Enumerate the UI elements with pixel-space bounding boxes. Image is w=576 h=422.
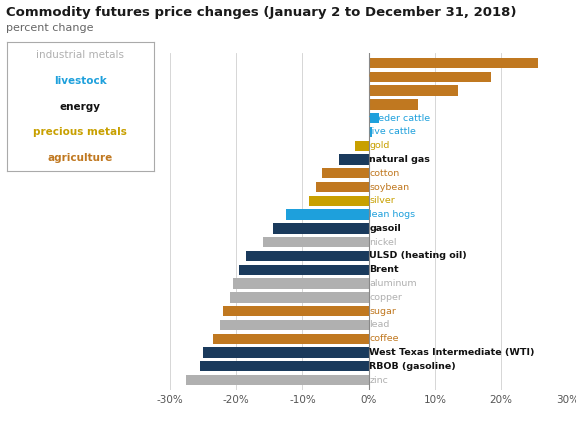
Bar <box>203 347 369 357</box>
Text: gold: gold <box>369 141 390 150</box>
Text: aluminum: aluminum <box>369 279 417 288</box>
Bar <box>339 154 369 165</box>
Text: agriculture: agriculture <box>48 153 113 163</box>
Bar <box>369 72 491 82</box>
Text: lead: lead <box>369 320 390 330</box>
Text: feeder cattle: feeder cattle <box>369 114 430 123</box>
Text: Kansas wheat: Kansas wheat <box>369 86 435 95</box>
Bar <box>263 237 369 247</box>
Bar <box>355 141 369 151</box>
Bar <box>229 292 369 303</box>
Text: nickel: nickel <box>369 238 397 247</box>
Text: industrial metals: industrial metals <box>36 50 124 60</box>
Text: Chicago wheat: Chicago wheat <box>369 72 440 81</box>
Bar <box>369 99 418 110</box>
Text: energy: energy <box>60 102 101 111</box>
Bar <box>272 223 369 234</box>
Text: soybean: soybean <box>369 183 410 192</box>
Text: gasoil: gasoil <box>369 224 401 233</box>
Text: sugar: sugar <box>369 307 396 316</box>
Text: precious metals: precious metals <box>33 127 127 137</box>
Text: copper: copper <box>369 293 402 302</box>
Text: West Texas Intermediate (WTI): West Texas Intermediate (WTI) <box>369 348 535 357</box>
Text: natural gas: natural gas <box>369 155 430 164</box>
Bar <box>369 58 537 68</box>
Bar <box>286 209 369 220</box>
Text: RBOB (gasoline): RBOB (gasoline) <box>369 362 456 371</box>
Text: silver: silver <box>369 196 395 206</box>
Bar <box>323 168 369 179</box>
Bar <box>369 86 458 96</box>
Text: live cattle: live cattle <box>369 127 416 136</box>
Text: lean hogs: lean hogs <box>369 210 415 219</box>
Bar <box>223 306 369 316</box>
Text: coffee: coffee <box>369 334 399 343</box>
Text: Brent: Brent <box>369 265 399 274</box>
Text: corn: corn <box>369 100 391 109</box>
Text: ULSD (heating oil): ULSD (heating oil) <box>369 252 467 260</box>
Text: cotton: cotton <box>369 169 400 178</box>
Bar <box>309 196 369 206</box>
Bar <box>246 251 369 261</box>
Text: cocoa: cocoa <box>369 59 397 68</box>
Bar <box>316 182 369 192</box>
Bar <box>240 265 369 275</box>
Bar <box>213 333 369 344</box>
Bar <box>187 375 369 385</box>
Text: livestock: livestock <box>54 76 107 86</box>
Text: zinc: zinc <box>369 376 388 384</box>
Bar <box>219 320 369 330</box>
Bar <box>233 279 369 289</box>
Text: Commodity futures price changes (January 2 to December 31, 2018): Commodity futures price changes (January… <box>6 6 516 19</box>
Text: percent change: percent change <box>6 23 93 33</box>
Bar <box>369 127 372 137</box>
Bar <box>200 361 369 371</box>
Bar <box>369 113 378 123</box>
